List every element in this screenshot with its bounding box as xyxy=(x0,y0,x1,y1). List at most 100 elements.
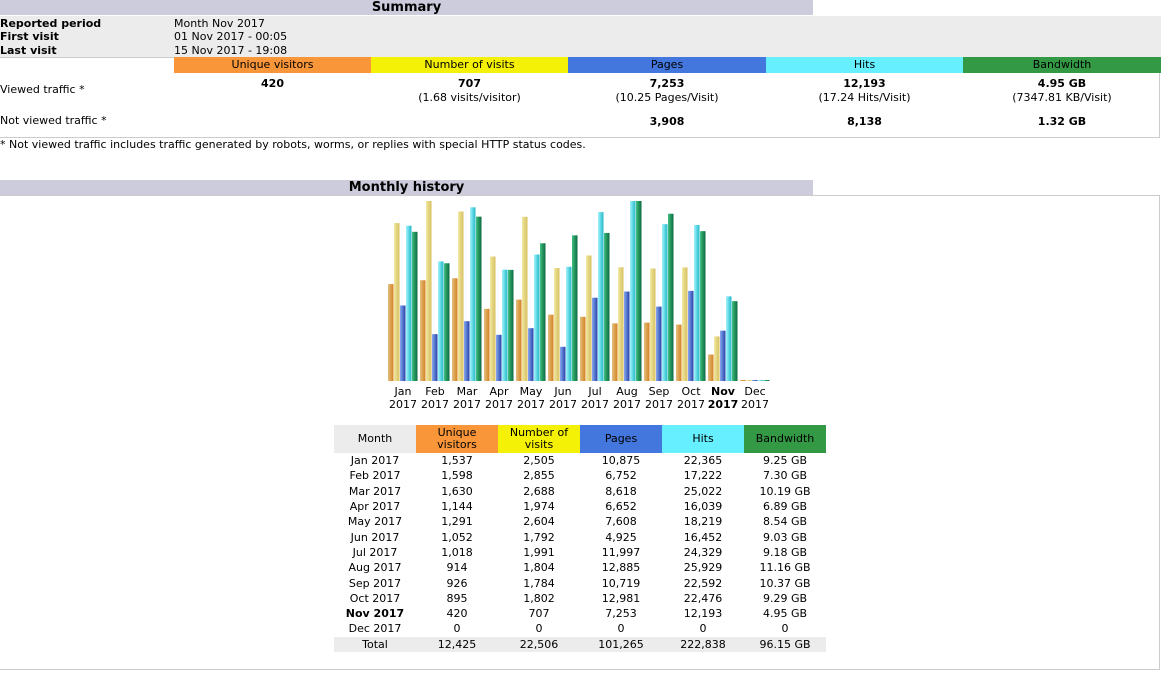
chart-bar xyxy=(650,268,656,381)
th-number-of-visits: Number of visits xyxy=(498,425,580,453)
chart-year-label: 2017 xyxy=(581,398,609,411)
notviewed-bandwidth: 1.32 GB xyxy=(1037,115,1087,128)
total-cell: 22,506 xyxy=(498,636,580,652)
chart-month-label: Oct xyxy=(681,385,701,398)
chart-bar xyxy=(644,322,650,381)
th-pages: Pages xyxy=(580,425,662,453)
row-cell: 16,039 xyxy=(683,500,723,514)
last-visit-value: 15 Nov 2017 - 19:08 xyxy=(174,44,288,57)
row-cell: 8.54 GB xyxy=(762,515,808,529)
viewed-pages-sub: (10.25 Pages/Visit) xyxy=(615,91,719,104)
chart-year-label: 2017 xyxy=(613,398,641,411)
th-bandwidth: Bandwidth xyxy=(744,425,826,453)
row-cell: 4,925 xyxy=(605,530,637,544)
row-cell: 10,875 xyxy=(601,454,641,468)
monthly-history-chart: Jan2017Feb2017Mar2017Apr2017May2017Jun20… xyxy=(388,201,770,411)
row-cell: 7,608 xyxy=(605,515,637,529)
row-month: Apr 2017 xyxy=(349,500,401,514)
chart-bar xyxy=(618,267,624,381)
chart-bar xyxy=(764,380,770,381)
row-cell: 1,784 xyxy=(523,576,555,590)
chart-bar xyxy=(740,380,746,381)
first-visit-value: 01 Nov 2017 - 00:05 xyxy=(174,30,288,43)
viewed-visitors: 420 xyxy=(261,77,284,90)
notviewed-pages: 3,908 xyxy=(649,115,685,128)
row-cell: 1,974 xyxy=(523,500,555,514)
chart-bar xyxy=(604,232,610,381)
table-row: Oct 2017 895 1,802 12,981 22,476 9.29 GB xyxy=(334,591,826,606)
chart-bar xyxy=(534,254,540,381)
row-cell: 6.89 GB xyxy=(762,500,808,514)
row-month: Jan 2017 xyxy=(350,454,400,468)
chart-bar xyxy=(592,297,598,381)
chart-year-label: 2017 xyxy=(485,398,513,411)
row-cell: 25,022 xyxy=(683,484,723,498)
chart-bar xyxy=(714,336,720,381)
row-cell: 11.16 GB xyxy=(759,561,811,575)
col-unique-visitors: Unique visitors xyxy=(174,57,371,73)
row-cell: 1,804 xyxy=(523,561,555,575)
row-cell: 1,792 xyxy=(523,530,555,544)
chart-bar xyxy=(668,213,674,381)
row-cell: 707 xyxy=(528,607,550,621)
row-cell: 11,997 xyxy=(601,545,641,559)
row-cell: 0 xyxy=(617,622,625,636)
chart-bar xyxy=(502,269,508,381)
row-month: Nov 2017 xyxy=(345,607,405,621)
row-cell: 1,630 xyxy=(441,484,473,498)
row-cell: 7.30 GB xyxy=(762,469,808,483)
chart-bar xyxy=(720,330,726,381)
chart-bar xyxy=(580,316,586,381)
row-cell: 926 xyxy=(446,576,468,590)
chart-month-label: Jul xyxy=(587,385,601,398)
row-month: Mar 2017 xyxy=(348,484,402,498)
total-cell: 12,425 xyxy=(416,636,498,652)
row-cell: 0 xyxy=(535,622,543,636)
col-pages: Pages xyxy=(568,57,766,73)
table-row: Apr 2017 1,144 1,974 6,652 16,039 6.89 GB xyxy=(334,499,826,514)
chart-bar xyxy=(412,231,418,381)
chart-bar xyxy=(758,380,764,381)
chart-bar xyxy=(420,280,426,381)
reported-period-value: Month Nov 2017 xyxy=(174,17,265,30)
notviewed-hits: 8,138 xyxy=(847,115,882,128)
row-cell: 914 xyxy=(446,561,468,575)
chart-bar xyxy=(476,216,482,381)
chart-bar xyxy=(560,346,566,381)
reported-period-panel: Reported period Month Nov 2017 First vis… xyxy=(0,16,1161,57)
row-month: Jul 2017 xyxy=(352,545,398,559)
chart-bar xyxy=(490,256,496,381)
total-cell: 222,838 xyxy=(662,636,744,652)
chart-bar xyxy=(388,284,394,381)
row-cell: 1,144 xyxy=(441,500,473,514)
th-number-of-visits-label: Number of visits xyxy=(509,426,569,451)
chart-month-label: Nov xyxy=(711,385,736,398)
chart-bar xyxy=(598,212,604,381)
row-month: Dec 2017 xyxy=(348,622,402,636)
viewed-bandwidth: 4.95 GB xyxy=(1037,77,1087,90)
monthly-history-title: Monthly history xyxy=(0,180,813,195)
chart-year-label: 2017 xyxy=(389,398,417,411)
col-hits: Hits xyxy=(766,57,963,73)
table-row: May 2017 1,291 2,604 7,608 18,219 8.54 GB xyxy=(334,514,826,529)
chart-bar xyxy=(540,243,546,381)
col-bandwidth: Bandwidth xyxy=(963,57,1161,73)
not-viewed-traffic-label: Not viewed traffic * xyxy=(0,114,107,127)
not-viewed-note: * Not viewed traffic includes traffic ge… xyxy=(0,138,586,151)
row-cell: 1,537 xyxy=(441,454,473,468)
row-cell: 2,855 xyxy=(523,469,555,483)
chart-bar xyxy=(630,201,636,381)
row-cell: 8,618 xyxy=(605,484,637,498)
th-unique-visitors-label: Unique visitors xyxy=(437,426,477,451)
chart-bar xyxy=(496,334,502,381)
row-cell: 6,652 xyxy=(605,500,637,514)
row-cell: 0 xyxy=(453,622,461,636)
chart-year-label: 2017 xyxy=(645,398,673,411)
table-row-total: Total 12,425 22,506 101,265 222,838 96.15 GB xyxy=(334,636,826,652)
chart-bar xyxy=(682,267,688,381)
row-cell: 9.03 GB xyxy=(762,530,808,544)
chart-bar xyxy=(572,235,578,381)
total-cell: 96.15 GB xyxy=(744,636,826,652)
chart-bar xyxy=(624,291,630,381)
row-cell: 1,598 xyxy=(441,469,473,483)
